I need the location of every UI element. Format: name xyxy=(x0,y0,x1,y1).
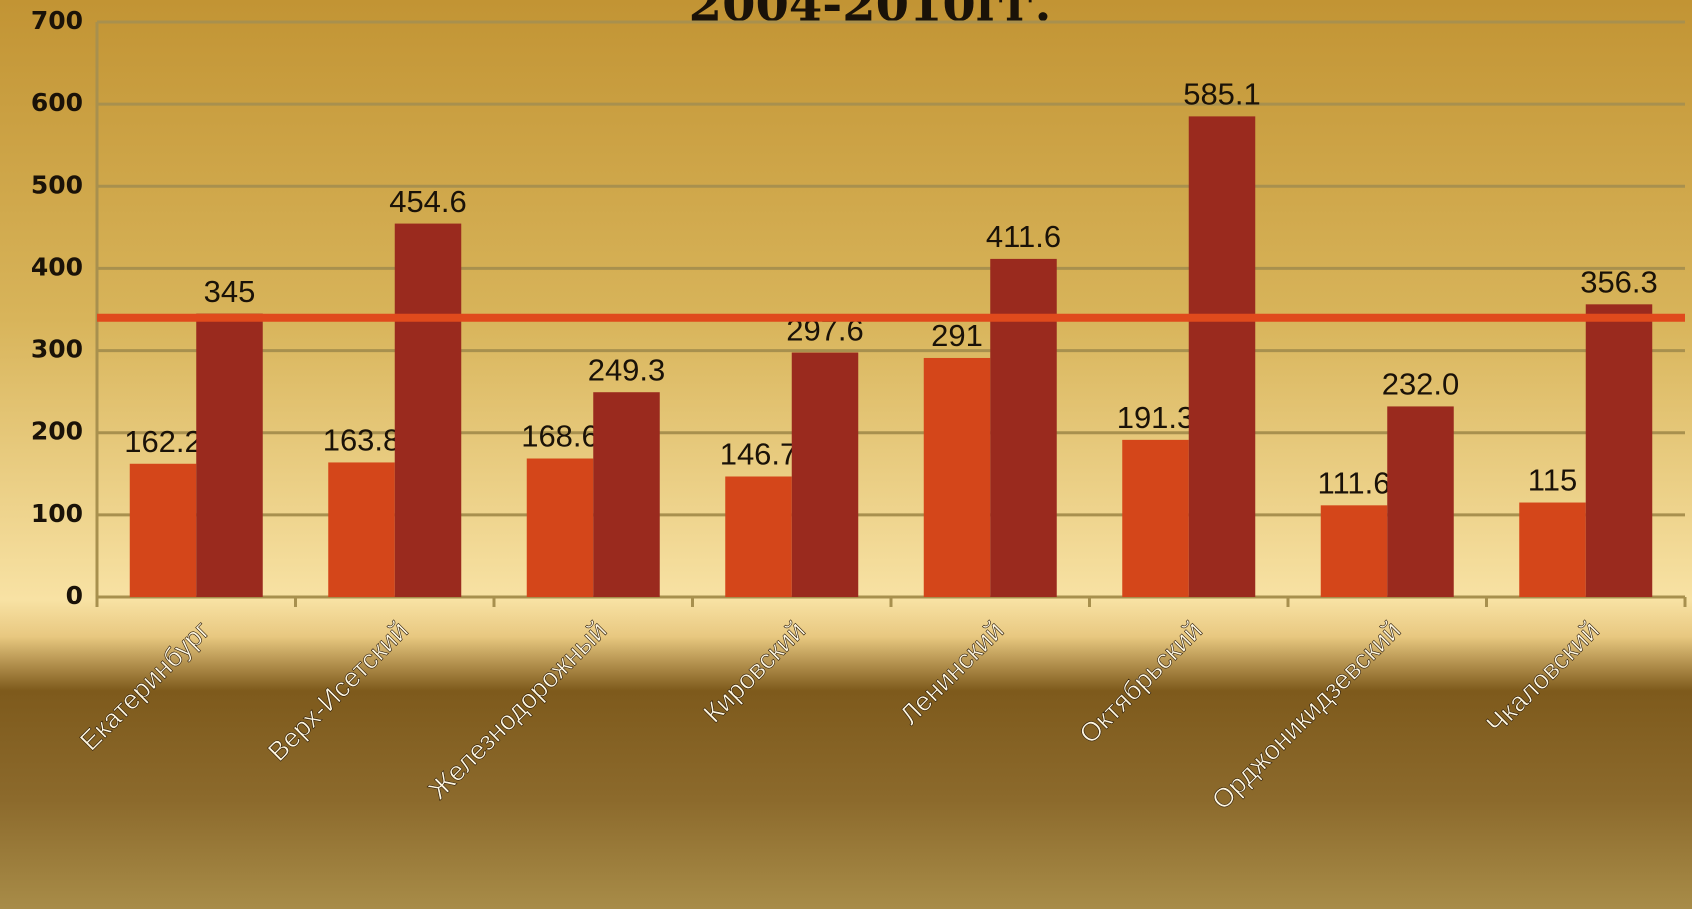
bar xyxy=(526,458,594,597)
value-label: 411.6 xyxy=(986,219,1061,254)
value-label: 232.0 xyxy=(1382,367,1460,402)
value-label: 115 xyxy=(1528,463,1577,498)
y-tick-label: 100 xyxy=(31,499,83,528)
bar xyxy=(328,462,395,597)
value-label: 168.6 xyxy=(521,419,599,454)
bar xyxy=(1320,505,1388,597)
y-tick-label: 0 xyxy=(66,581,83,610)
y-tick-label: 300 xyxy=(31,335,83,364)
y-tick-label: 400 xyxy=(31,252,83,281)
bar xyxy=(196,313,263,597)
bar xyxy=(593,392,660,597)
value-label: 585.1 xyxy=(1183,77,1261,112)
y-tick-label: 500 xyxy=(31,170,83,199)
chart-title: 2004-2010гг. xyxy=(689,0,1052,33)
bar xyxy=(1122,439,1189,597)
y-tick-label: 200 xyxy=(31,417,83,446)
value-label: 111.6 xyxy=(1318,466,1391,501)
value-label: 291 xyxy=(931,318,983,353)
value-label: 356.3 xyxy=(1580,265,1658,300)
bar xyxy=(394,223,462,598)
bar xyxy=(791,352,859,597)
value-label: 454.6 xyxy=(389,184,467,219)
value-label: 345 xyxy=(204,274,256,309)
bar xyxy=(129,463,197,597)
value-label: 162.2 xyxy=(124,424,202,459)
bar xyxy=(1519,502,1586,597)
value-label: 191.3 xyxy=(1117,400,1195,435)
bar xyxy=(990,258,1057,597)
y-tick-label: 600 xyxy=(31,88,83,117)
y-tick-label: 700 xyxy=(31,6,83,35)
bar xyxy=(1188,116,1256,597)
value-label: 163.8 xyxy=(323,423,401,458)
bar xyxy=(1585,304,1653,597)
value-label: 249.3 xyxy=(588,352,666,387)
value-label: 146.7 xyxy=(720,437,798,472)
bar xyxy=(725,476,792,597)
bar xyxy=(923,357,991,597)
bar xyxy=(1387,406,1454,597)
